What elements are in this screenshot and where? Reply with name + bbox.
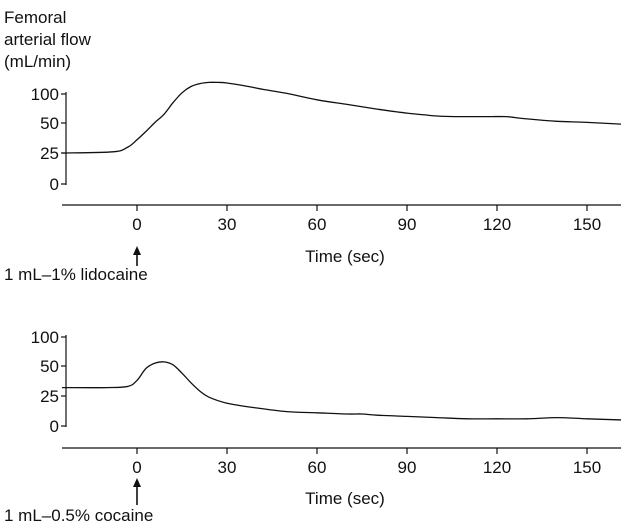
x-tick-label-0: 0 (132, 458, 141, 477)
y-tick-label-100: 100 (31, 328, 59, 347)
y-tick-label-25: 25 (40, 387, 59, 406)
y-tick-label-0: 0 (50, 175, 59, 194)
x-tick-label-120: 120 (483, 215, 511, 234)
injection-arrow-head (133, 246, 141, 255)
x-tick-label-60: 60 (308, 215, 327, 234)
injection-arrow-head (133, 478, 141, 487)
y-tick-label-0: 0 (50, 417, 59, 436)
flow-series-line (61, 81, 621, 154)
y-tick-label-50: 50 (40, 114, 59, 133)
x-axis-title: Time (sec) (305, 489, 385, 508)
x-tick-label-0: 0 (132, 215, 141, 234)
y-tick-label-100: 100 (31, 85, 59, 104)
ylabel-line-2: arterial flow (4, 30, 91, 49)
ylabel-line-1: Femoral (4, 8, 67, 27)
y-tick-label-25: 25 (40, 144, 59, 163)
x-tick-label-60: 60 (308, 458, 327, 477)
lidocaine-annotation-label: 1 mL–1% lidocaine (4, 265, 148, 284)
flow-series-line (61, 361, 621, 421)
x-tick-label-150: 150 (573, 215, 601, 234)
ylabel-line-3: (mL/min) (4, 52, 72, 71)
flow-chart-lidocaine: 0 25 50 100 0 30 60 90 120 150 Time (sec) (31, 81, 621, 266)
cocaine-annotation-label: 1 mL–0.5% cocaine (4, 506, 154, 525)
x-tick-label-90: 90 (398, 458, 417, 477)
x-tick-label-30: 30 (218, 458, 237, 477)
x-tick-label-90: 90 (398, 215, 417, 234)
x-tick-label-30: 30 (218, 215, 237, 234)
x-tick-label-150: 150 (573, 458, 601, 477)
x-tick-label-120: 120 (483, 458, 511, 477)
x-axis-title: Time (sec) (305, 247, 385, 266)
y-tick-label-50: 50 (40, 357, 59, 376)
flow-chart-cocaine: 0 25 50 100 0 30 60 90 120 150 Time (sec) (31, 328, 621, 508)
